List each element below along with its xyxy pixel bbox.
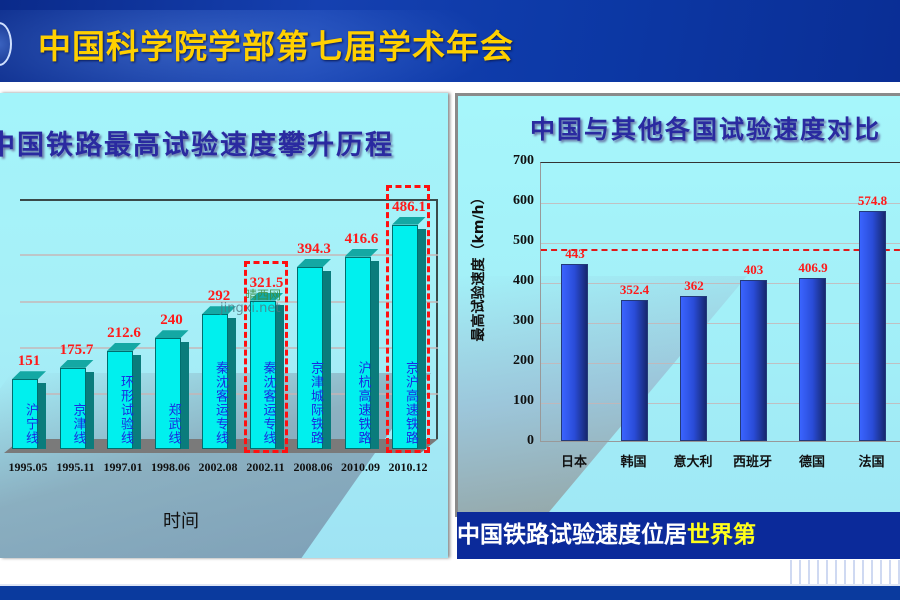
y-axis-title: 最高试验速度（km/h）: [471, 190, 487, 342]
x-tick-label: 意大利: [673, 455, 713, 470]
x-tick-label: 2002.11: [246, 460, 285, 474]
bar: 郑武线 240: [154, 312, 189, 449]
footer-decoration: [790, 560, 900, 584]
y-tick-label: 400: [513, 273, 534, 288]
bar: [799, 278, 826, 441]
gridline: [541, 403, 900, 404]
china-reference-line: [541, 248, 900, 251]
left-chart-title: 中国铁路最高试验速度攀升历程: [0, 130, 394, 161]
bar: [620, 300, 648, 441]
y-tick-label: 0: [527, 433, 534, 448]
bar-line-label: 京沪高速铁路: [403, 360, 418, 445]
bar-value: 352.4: [619, 282, 650, 298]
x-tick-label: 韩国: [620, 455, 647, 470]
slide-title: 中国科学院学部第七届学术年会: [38, 27, 514, 66]
x-tick-label: 日本: [560, 455, 587, 470]
bar-value: 292: [207, 288, 231, 305]
bar: 环形试验线 212.6: [107, 325, 141, 449]
bar-line-label: 京津线: [70, 402, 86, 445]
x-tick-label: 1995.11: [56, 460, 95, 474]
x-tick-label: 法国: [858, 455, 885, 470]
bar: 京沪高速铁路 486.1: [392, 199, 426, 449]
bar: [561, 263, 588, 441]
bar-value: 416.6: [344, 230, 379, 247]
y-tick-label: 600: [513, 193, 534, 208]
right-chart-title: 中国与其他各国试验速度对比: [530, 115, 882, 144]
bar-value: 574.8: [857, 193, 888, 209]
gridline: [20, 300, 438, 303]
bar: 沪宁线 151: [12, 353, 46, 449]
bar-value: 362: [684, 278, 704, 294]
gridline: [541, 363, 900, 364]
bar-value: 212.6: [107, 324, 141, 341]
speed-history-chart: 沪宁线 151 京津线 175.7 环形试验线 212.6 郑武线 240 秦沈客运专线 292 秦…: [0, 193, 448, 473]
bar: 京津线 175.7: [59, 342, 94, 449]
y-tick-label: 500: [513, 233, 534, 248]
chart-back-wall: [20, 199, 438, 439]
bar: 京津城际铁路 394.3: [297, 241, 331, 449]
bar-value: 443: [565, 245, 585, 261]
watermark-url: jingxi.net: [220, 301, 281, 316]
conclusion-banner: 中国铁路试验速度位居世界第: [457, 512, 900, 559]
y-tick-label: 700: [513, 153, 534, 168]
footer-bar: [0, 584, 900, 600]
bar-value: 151: [17, 353, 41, 370]
bar-line-label: 京津城际铁路: [308, 360, 323, 445]
x-tick-label: 1995.05: [8, 460, 48, 474]
bar-value: 486.1: [392, 198, 426, 215]
gridline: [541, 203, 900, 204]
x-tick-label: 西班牙: [732, 455, 772, 470]
slide-header: 中国科学院学部第七届学术年会: [0, 0, 900, 82]
bar: 秦沈客运专线 292: [202, 288, 236, 449]
gridline: [541, 243, 900, 244]
y-tick-label: 100: [513, 393, 534, 408]
bar-value: 394.3: [297, 241, 331, 257]
x-tick-label: 2008.06: [293, 460, 333, 474]
bar-line-label: 沪宁线: [23, 402, 38, 445]
bar-value: 406.9: [798, 260, 828, 276]
right-chart-panel: 中国与其他各国试验速度对比 最高试验速度（km/h） 443 352.4 362 40…: [455, 93, 900, 517]
banner-text: 中国铁路试验速度位居: [457, 522, 687, 548]
bar: [680, 296, 707, 441]
x-tick-label: 德国: [798, 455, 825, 470]
bar-line-label: 沪杭高速铁路: [355, 360, 371, 445]
x-tick-label: 2002.08: [198, 460, 238, 474]
country-comparison-plot: 443 352.4 362 403 406.9 574.8: [540, 162, 900, 442]
y-tick-label: 200: [513, 353, 534, 368]
bar-value: 403: [743, 261, 764, 277]
gridline: [541, 323, 900, 324]
x-tick-label: 2010.12: [388, 460, 428, 474]
bar-line-label: 郑武线: [165, 402, 181, 445]
x-tick-label: 1997.01: [103, 460, 143, 474]
gridline: [541, 283, 900, 284]
bar-value: 240: [160, 312, 183, 329]
bar-value: 321.5: [249, 274, 284, 291]
y-tick-label: 300: [513, 313, 534, 328]
gridline: [20, 254, 438, 257]
left-chart-panel: 中国铁路最高试验速度攀升历程 沪宁线 151 京津线 175.7 环形试验线 212.6 郑…: [0, 93, 448, 558]
highlight-box: [243, 260, 288, 453]
banner-highlight: 世界第: [687, 522, 756, 548]
bar: [739, 279, 767, 441]
bar-line-label: 秦沈客运专线: [213, 360, 228, 445]
x-tick-label: 1998.06: [151, 460, 190, 474]
bar-line-label: 秦沈客运专线: [260, 360, 276, 445]
bar: [858, 211, 886, 441]
academy-seal-icon: [0, 22, 12, 66]
bar: 秦沈客运专线 321.5: [249, 275, 284, 449]
bar: 沪杭高速铁路 416.6: [344, 231, 379, 449]
x-tick-label: 2010.09: [341, 460, 380, 474]
x-axis-title: 时间: [163, 511, 199, 532]
bar-line-label: 环形试验线: [118, 374, 133, 445]
bar-value: 175.7: [59, 341, 94, 358]
highlight-box: [386, 184, 430, 453]
watermark-text: 晴西网: [245, 288, 282, 302]
